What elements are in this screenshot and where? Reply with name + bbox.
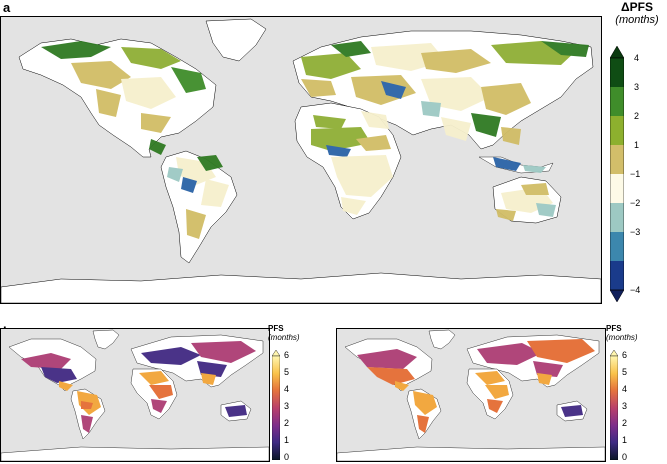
cb-b-tick-2: 2 — [284, 418, 290, 428]
colorbar-c — [610, 350, 618, 460]
cb-b-tick-5: 5 — [284, 367, 290, 377]
cb-a-seg-3 — [610, 116, 624, 145]
panel-b-map — [0, 328, 270, 462]
cb-c-tick-5: 5 — [622, 367, 628, 377]
cb-a-seg-5 — [610, 174, 624, 203]
cb-a-tick-4: 4 — [634, 53, 640, 63]
colorbar-b-symbol: PFS — [268, 324, 284, 333]
cb-a-tick-m3: −3 — [630, 227, 641, 237]
cb-a-tick-m1: −1 — [630, 169, 641, 179]
colorbar-c-title: PFS (months) — [606, 324, 656, 342]
cb-b-tick-3: 3 — [284, 401, 290, 411]
panel-a-label: a — [3, 0, 11, 15]
cb-c-tick-2: 2 — [622, 418, 628, 428]
world-map-a — [1, 17, 601, 303]
colorbar-c-symbol: PFS — [606, 324, 622, 333]
cb-b-tick-6: 6 — [284, 350, 290, 360]
cb-a-seg-2 — [610, 87, 624, 116]
greenland-shape — [205, 18, 267, 62]
panel-c-map — [336, 328, 606, 462]
cb-a-seg-7 — [610, 232, 624, 261]
colorbar-a — [610, 46, 624, 302]
cb-b-tick-4: 4 — [284, 384, 290, 394]
cb-a-tick-2: 2 — [634, 111, 640, 121]
cb-a-tick-m4: −4 — [630, 285, 641, 295]
colorbar-b — [272, 350, 280, 460]
cb-c-tick-0: 0 — [622, 452, 628, 462]
cb-a-tick-3: 3 — [634, 82, 640, 92]
cb-a-seg-8 — [610, 261, 624, 290]
pfs-patches-c — [357, 339, 595, 433]
cb-c-tick-3: 3 — [622, 401, 628, 411]
cb-c-tick-1: 1 — [622, 435, 628, 445]
pfs-patches-b — [21, 341, 256, 433]
antarctica-shape — [1, 272, 601, 303]
colorbar-c-unit: (months) — [606, 333, 638, 342]
colorbar-a-title: ΔPFS (months) — [608, 0, 666, 26]
cb-a-seg-6 — [610, 203, 624, 232]
colorbar-b-title: PFS (months) — [268, 324, 318, 342]
panel-a-map — [0, 16, 602, 304]
colorbar-b-unit: (months) — [268, 333, 300, 342]
dpfs-patches — [41, 41, 589, 239]
colorbar-a-unit: (months) — [615, 14, 659, 26]
cb-b-tick-1: 1 — [284, 435, 290, 445]
cb-c-tick-6: 6 — [622, 350, 628, 360]
cb-a-tick-1: 1 — [634, 140, 640, 150]
colorbar-a-symbol: ΔPFS — [621, 0, 653, 14]
cb-c-tick-4: 4 — [622, 384, 628, 394]
cb-a-seg-1 — [610, 58, 624, 87]
world-map-b — [1, 329, 269, 461]
cb-a-seg-4 — [610, 145, 624, 174]
cb-a-tick-m2: −2 — [630, 198, 641, 208]
world-map-c — [337, 329, 605, 461]
cb-b-tick-0: 0 — [284, 452, 290, 462]
